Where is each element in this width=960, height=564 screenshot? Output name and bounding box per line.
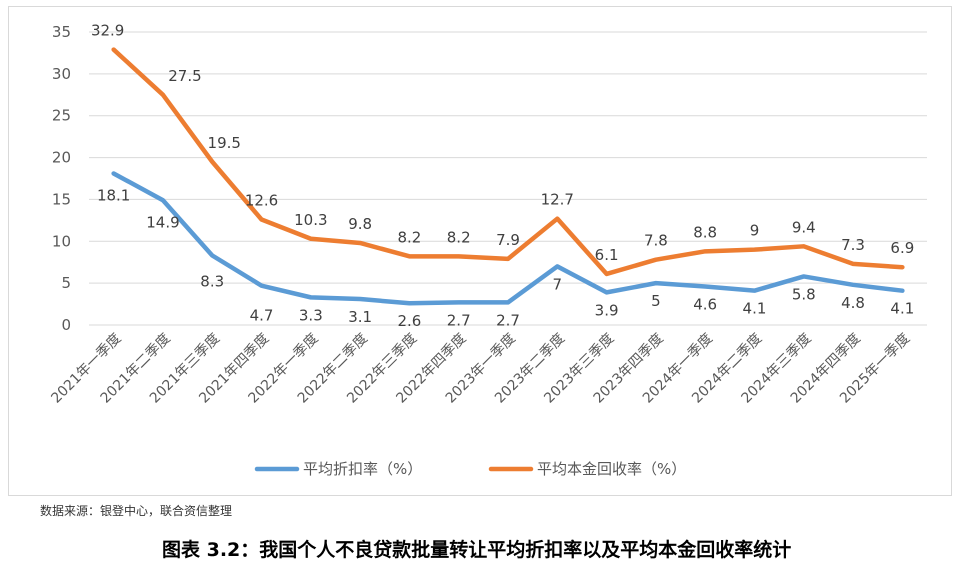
data-label: 3.1 xyxy=(348,308,372,326)
data-label: 8.3 xyxy=(200,273,224,291)
y-tick-label: 35 xyxy=(52,23,71,41)
data-label: 9.4 xyxy=(792,218,816,236)
data-label: 12.7 xyxy=(541,191,574,209)
y-tick-label: 5 xyxy=(61,274,71,292)
series-line-2 xyxy=(111,47,905,277)
data-label: 8.2 xyxy=(397,228,421,246)
data-label: 7.3 xyxy=(841,236,865,254)
series-line-1 xyxy=(111,171,905,306)
data-label: 9.8 xyxy=(348,215,372,233)
y-tick-label: 10 xyxy=(52,232,71,250)
line-chart: 051015202530352021年一季度2021年二季度2021年三季度20… xyxy=(48,22,927,478)
data-label: 4.1 xyxy=(743,300,767,318)
data-label: 7.9 xyxy=(496,231,520,249)
data-label: 5 xyxy=(651,292,661,310)
y-tick-label: 30 xyxy=(52,65,71,83)
data-label: 4.6 xyxy=(693,295,717,313)
data-label: 4.7 xyxy=(250,307,274,325)
data-label: 5.8 xyxy=(792,285,816,303)
data-label: 12.6 xyxy=(245,192,278,210)
y-tick-label: 25 xyxy=(52,107,71,125)
source-note: 数据来源：银登中心，联合资信整理 xyxy=(40,504,233,518)
figure-caption: 图表 3.2：我国个人不良贷款批量转让平均折扣率以及平均本金回收率统计 xyxy=(162,539,792,561)
data-label: 10.3 xyxy=(294,211,327,229)
data-label: 4.8 xyxy=(841,294,865,312)
data-label: 8.2 xyxy=(447,228,471,246)
data-label: 4.1 xyxy=(890,300,914,318)
data-label: 6.9 xyxy=(890,239,914,257)
data-label: 9 xyxy=(750,222,760,240)
y-tick-label: 15 xyxy=(52,190,71,208)
data-label: 2.6 xyxy=(397,312,421,330)
data-label: 7.8 xyxy=(644,232,668,250)
y-tick-label: 0 xyxy=(61,316,71,334)
data-label: 2.7 xyxy=(496,311,520,329)
legend-label: 平均折扣率（%） xyxy=(303,460,422,478)
y-tick-label: 20 xyxy=(52,149,71,167)
data-label: 3.3 xyxy=(299,306,323,324)
data-label: 19.5 xyxy=(208,134,241,152)
data-label: 32.9 xyxy=(91,22,124,40)
data-label: 18.1 xyxy=(97,186,130,204)
chart-frame: 0 5 10 15 20 25 30 35 2021年一季度 2021年二季度 2021年三季度 20… xyxy=(8,6,952,496)
data-label: 27.5 xyxy=(168,67,201,85)
data-label: 7 xyxy=(553,275,563,293)
data-label: 3.9 xyxy=(595,301,619,319)
data-label: 8.8 xyxy=(693,223,717,241)
data-label: 6.1 xyxy=(595,246,619,264)
data-label: 2.7 xyxy=(447,311,471,329)
data-label: 14.9 xyxy=(146,213,179,231)
legend-label: 平均本金回收率（%） xyxy=(537,460,686,478)
